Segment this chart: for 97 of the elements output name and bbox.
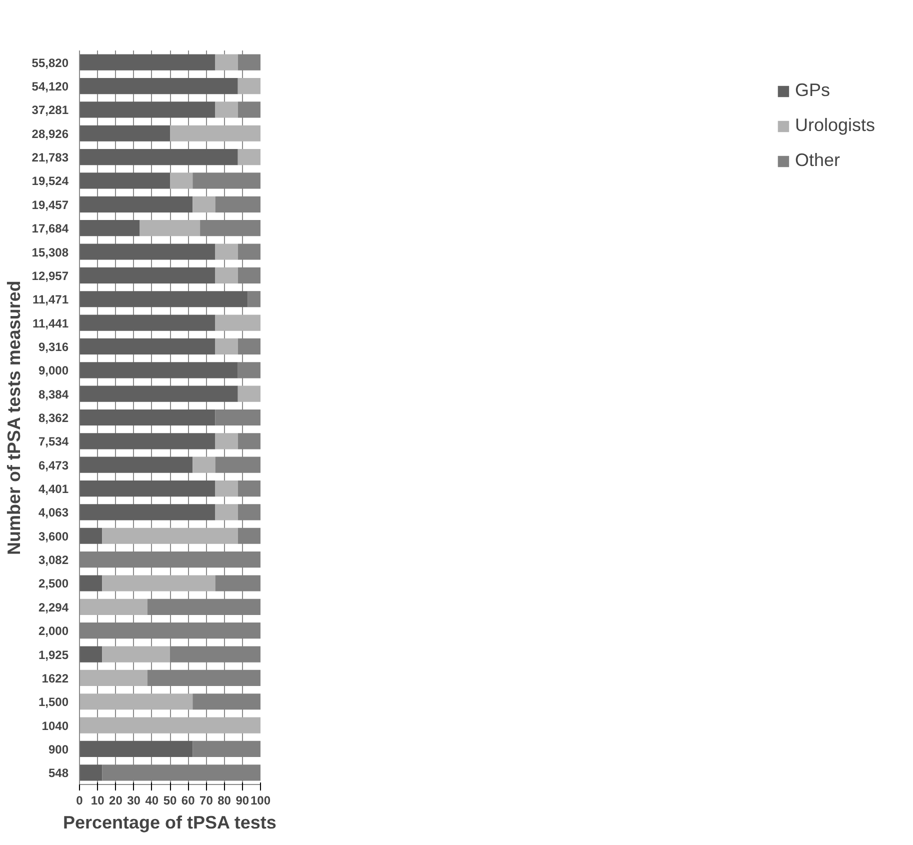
bar xyxy=(80,291,248,308)
bar xyxy=(80,125,170,142)
x-tick-label: 50 xyxy=(163,794,177,808)
bar xyxy=(80,54,216,70)
y-tick-label: 19,457 xyxy=(32,198,69,212)
y-tick-label: 2,294 xyxy=(38,600,69,614)
bar xyxy=(140,220,200,236)
x-tick-label: 30 xyxy=(127,794,141,808)
y-tick-label: 8,384 xyxy=(38,387,69,402)
y-tick-label: 3,082 xyxy=(38,553,69,568)
bar xyxy=(80,149,238,166)
bar xyxy=(80,78,238,94)
bar xyxy=(80,598,148,615)
bar xyxy=(192,196,216,212)
bar xyxy=(215,504,238,520)
x-tick-label: 100 xyxy=(250,794,271,808)
bar xyxy=(102,528,238,544)
bar xyxy=(80,433,216,450)
bar xyxy=(215,433,238,450)
y-tick-label: 11,441 xyxy=(32,316,69,330)
bar xyxy=(80,528,102,544)
bar xyxy=(80,575,102,592)
bar xyxy=(80,338,216,355)
x-tick-label: 80 xyxy=(218,794,232,808)
x-axis-title: Percentage of tPSA tests xyxy=(62,812,276,832)
bar xyxy=(80,386,238,402)
bar xyxy=(248,291,260,308)
bar xyxy=(80,456,193,473)
y-tick-label: 17,684 xyxy=(32,222,69,236)
legend-label: Urologists xyxy=(794,115,875,136)
bar xyxy=(238,386,260,402)
bar xyxy=(102,646,170,662)
bar xyxy=(80,196,193,212)
y-tick-label: 548 xyxy=(48,766,69,780)
bar xyxy=(192,456,216,473)
y-tick-label: 19,524 xyxy=(32,174,69,188)
y-tick-label: 2,500 xyxy=(38,576,69,591)
bar xyxy=(80,646,102,662)
x-tick-label: 10 xyxy=(90,794,105,808)
bar xyxy=(238,78,260,94)
legend-label: GPs xyxy=(794,80,830,101)
bar xyxy=(215,338,238,355)
bar xyxy=(80,314,216,331)
bar xyxy=(80,362,238,378)
bar xyxy=(80,220,140,236)
bar xyxy=(80,694,193,710)
y-tick-label: 2,000 xyxy=(38,624,69,638)
y-tick-label: 11,471 xyxy=(32,292,69,307)
bar xyxy=(80,717,260,734)
bar xyxy=(238,149,260,166)
y-tick-label: 1040 xyxy=(42,718,69,733)
bar xyxy=(170,125,260,142)
bar xyxy=(170,172,193,189)
x-tick-label: 40 xyxy=(145,794,159,808)
bar xyxy=(80,244,216,260)
bar xyxy=(215,244,238,260)
x-tick-label: 20 xyxy=(109,794,123,808)
y-tick-label: 9,316 xyxy=(38,340,69,354)
y-tick-label: 9,000 xyxy=(38,364,69,378)
bar xyxy=(80,764,102,781)
x-tick-label: 0 xyxy=(76,794,84,808)
bar xyxy=(80,740,193,758)
y-tick-label: 6,473 xyxy=(38,458,69,472)
y-tick-label: 15,308 xyxy=(32,245,69,260)
bar xyxy=(215,54,238,70)
bar xyxy=(80,267,216,284)
bar xyxy=(80,102,216,118)
legend-label: Other xyxy=(794,150,840,171)
y-tick-label: 12,957 xyxy=(32,268,69,283)
bar xyxy=(102,575,216,592)
bar xyxy=(215,267,238,284)
bar xyxy=(80,409,216,426)
y-tick-label: 1622 xyxy=(42,671,69,686)
bar xyxy=(215,480,238,497)
x-tick-label: 60 xyxy=(181,794,196,808)
y-tick-label: 4,401 xyxy=(38,482,69,496)
y-tick-label: 4,063 xyxy=(38,506,69,520)
bar xyxy=(215,314,260,331)
y-tick-label: 8,362 xyxy=(38,411,69,425)
y-tick-label: 900 xyxy=(48,742,69,756)
y-tick-label: 28,926 xyxy=(32,126,69,141)
y-tick-label: 37,281 xyxy=(32,103,69,118)
y-tick-label: 1,500 xyxy=(38,695,69,710)
bar xyxy=(80,172,170,189)
bar xyxy=(80,670,148,686)
y-axis-title: Number of tPSA tests measured xyxy=(4,280,24,556)
y-tick-label: 3,600 xyxy=(38,529,69,544)
y-tick-label: 55,820 xyxy=(32,56,69,70)
y-tick-label: 21,783 xyxy=(32,150,69,165)
y-tick-label: 7,534 xyxy=(38,434,69,449)
bar xyxy=(80,504,216,520)
x-tick-label: 70 xyxy=(200,794,214,808)
bar xyxy=(215,102,238,118)
x-tick-label: 90 xyxy=(236,794,250,808)
y-tick-label: 54,120 xyxy=(32,80,69,94)
bar xyxy=(80,480,216,497)
y-tick-label: 1,925 xyxy=(38,648,69,662)
